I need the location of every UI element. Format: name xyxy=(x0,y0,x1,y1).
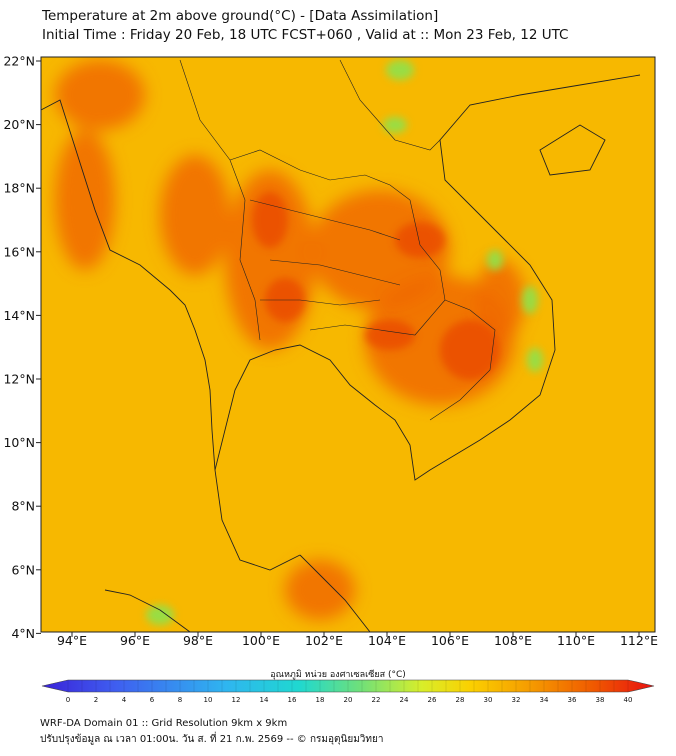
lon-tick-label: 96°E xyxy=(120,633,150,648)
coastline-hainan xyxy=(539,124,606,176)
lat-tick-label: 22°N xyxy=(3,54,35,69)
colorbar-tick-label: 40 xyxy=(624,696,633,704)
lon-tick-label: 100°E xyxy=(242,633,280,648)
lat-tick-label: 4°N xyxy=(11,626,35,641)
border-north xyxy=(229,149,301,171)
border-myanmar-thailand xyxy=(179,59,261,341)
hottest-area-north xyxy=(252,192,288,248)
colorbar-ticks: 0 2 4 6 8 10 12 14 16 18 20 22 24 26 28 30 32 34 36 38 40 xyxy=(66,680,633,704)
colorbar-tick-label: 8 xyxy=(178,696,182,704)
admin-boundaries xyxy=(179,59,496,421)
field-background xyxy=(41,57,655,632)
footer-model-info: WRF-DA Domain 01 :: Grid Resolution 9km … xyxy=(40,718,288,729)
lat-tick-label: 18°N xyxy=(3,181,35,196)
lon-tick-label: 104°E xyxy=(368,633,406,648)
colorbar-tick-label: 2 xyxy=(94,696,98,704)
colorbar-tick-label: 28 xyxy=(456,696,465,704)
colorbar-tick-label: 36 xyxy=(568,696,577,704)
hottest-area-cambodia xyxy=(440,320,500,380)
lon-tick-label: 108°E xyxy=(494,633,532,648)
colorbar-tick-label: 12 xyxy=(232,696,241,704)
province-lines xyxy=(249,199,401,306)
border-thailand-cambodia xyxy=(309,299,446,336)
colorbar-tick-label: 6 xyxy=(150,696,155,704)
temperature-field xyxy=(41,57,655,632)
coastline-andaman xyxy=(41,99,301,571)
colorbar-tick-label: 26 xyxy=(428,696,437,704)
colorbar-bar xyxy=(41,679,655,693)
lon-tick-label: 112°E xyxy=(620,633,658,648)
lat-tick-label: 16°N xyxy=(3,244,35,259)
hot-area-myanmar-west xyxy=(55,130,115,270)
latitude-axis: 22°N 20°N 18°N 16°N 14°N 12°N 10°N 8°N 6°N 4°N xyxy=(3,54,41,641)
lat-tick-label: 6°N xyxy=(11,562,35,577)
colorbar-tick-label: 22 xyxy=(372,696,381,704)
colorbar-tick-label: 20 xyxy=(344,696,353,704)
lon-tick-label: 94°E xyxy=(57,633,87,648)
lat-tick-label: 14°N xyxy=(3,308,35,323)
cool-area-highlands-south xyxy=(527,348,543,372)
colorbar: 0 2 4 6 8 10 12 14 16 18 20 22 24 26 28 30 32 34 36 38 40 xyxy=(41,679,655,704)
border-cambodia-vietnam xyxy=(429,299,496,421)
colorbar-tick-label: 32 xyxy=(512,696,521,704)
lat-tick-label: 10°N xyxy=(3,435,35,450)
coastline-malay-east xyxy=(299,554,371,632)
colorbar-tick-label: 34 xyxy=(540,696,549,704)
hottest-area-isan xyxy=(395,222,445,258)
colorbar-tick-label: 0 xyxy=(66,696,70,704)
cool-area-annam xyxy=(487,250,503,270)
border-thailand-laos xyxy=(299,169,446,301)
lat-tick-label: 20°N xyxy=(3,117,35,132)
cool-area-laos xyxy=(383,117,407,133)
longitude-axis: 94°E 96°E 98°E 100°E 102°E 104°E 106°E 108°E 110… xyxy=(57,632,658,648)
colorbar-tick-label: 24 xyxy=(400,696,409,704)
hot-area-vietnam-central xyxy=(475,260,525,340)
lat-tick-label: 8°N xyxy=(11,499,35,514)
colorbar-tick-label: 18 xyxy=(316,696,325,704)
cool-area-north xyxy=(386,60,414,80)
chart-title: Temperature at 2m above ground(°C) - [Da… xyxy=(42,8,439,24)
colorbar-tick-label: 14 xyxy=(260,696,269,704)
colorbar-tick-label: 10 xyxy=(204,696,213,704)
lon-tick-label: 106°E xyxy=(431,633,469,648)
footer-credit: ปรับปรุงข้อมูล ณ เวลา 01:00น. วัน ส. ที่… xyxy=(40,734,384,745)
lat-tick-label: 12°N xyxy=(3,372,35,387)
lon-tick-label: 102°E xyxy=(305,633,343,648)
cool-area-sumatra xyxy=(146,605,174,625)
plot-frame xyxy=(40,56,656,633)
coastline-sumatra xyxy=(104,589,191,632)
hottest-area-cambodia-west xyxy=(365,320,415,350)
colorbar-tick-label: 16 xyxy=(288,696,297,704)
hot-area-peninsula xyxy=(285,560,355,620)
hot-area-myanmar-north xyxy=(55,60,145,130)
lon-tick-label: 110°E xyxy=(557,633,595,648)
colorbar-tick-label: 4 xyxy=(122,696,127,704)
cool-area-highlands xyxy=(522,286,538,314)
border-china-laos xyxy=(339,59,441,151)
colorbar-tick-label: 38 xyxy=(596,696,605,704)
chart-subtitle: Initial Time : Friday 20 Feb, 18 UTC FCS… xyxy=(42,27,569,43)
lon-tick-label: 98°E xyxy=(183,633,213,648)
colorbar-tick-label: 30 xyxy=(484,696,493,704)
coastline-gulf-scs xyxy=(214,74,641,481)
coastlines xyxy=(41,74,641,632)
hot-area-myanmar-east xyxy=(160,155,230,275)
colorbar-title: อุณหภูมิ หน่วย องศาเซลเซียส (°C) xyxy=(270,670,406,680)
